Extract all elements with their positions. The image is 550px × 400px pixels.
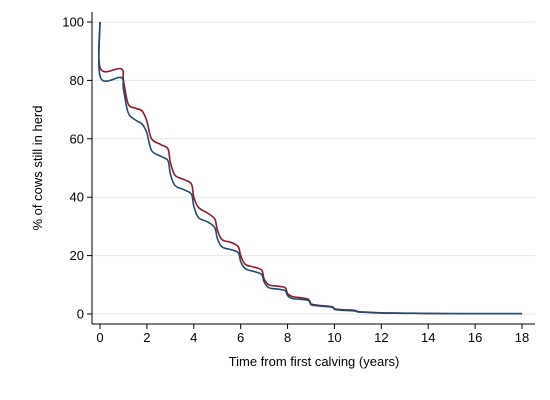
y-tick-label: 60	[70, 131, 84, 146]
x-tick-label: 6	[237, 330, 244, 345]
y-axis-title: % of cows still in herd	[30, 106, 45, 231]
series-line-2	[97, 21, 523, 315]
x-axis-title: Time from first calving (years)	[229, 354, 400, 369]
x-tick-label: 4	[190, 330, 197, 345]
y-tick-label: 100	[62, 15, 84, 30]
y-tick-label: 40	[70, 190, 84, 205]
y-tick-label: 0	[77, 307, 84, 322]
y-tick-label: 20	[70, 248, 84, 263]
x-tick-label: 8	[284, 330, 291, 345]
x-tick-label: 16	[468, 330, 482, 345]
x-tick-label: 10	[327, 330, 341, 345]
ticks: 0 20 40 60 80 100 0 2 4 6 8 10 12 14 16 18	[62, 15, 529, 346]
series-layer	[97, 21, 523, 315]
x-tick-label: 2	[143, 330, 150, 345]
y-tick-label: 80	[70, 73, 84, 88]
axes	[91, 12, 535, 325]
x-tick-label: 18	[515, 330, 529, 345]
x-tick-label: 0	[96, 330, 103, 345]
gridlines	[92, 21, 535, 315]
x-tick-label: 12	[374, 330, 388, 345]
x-tick-label: 14	[421, 330, 435, 345]
